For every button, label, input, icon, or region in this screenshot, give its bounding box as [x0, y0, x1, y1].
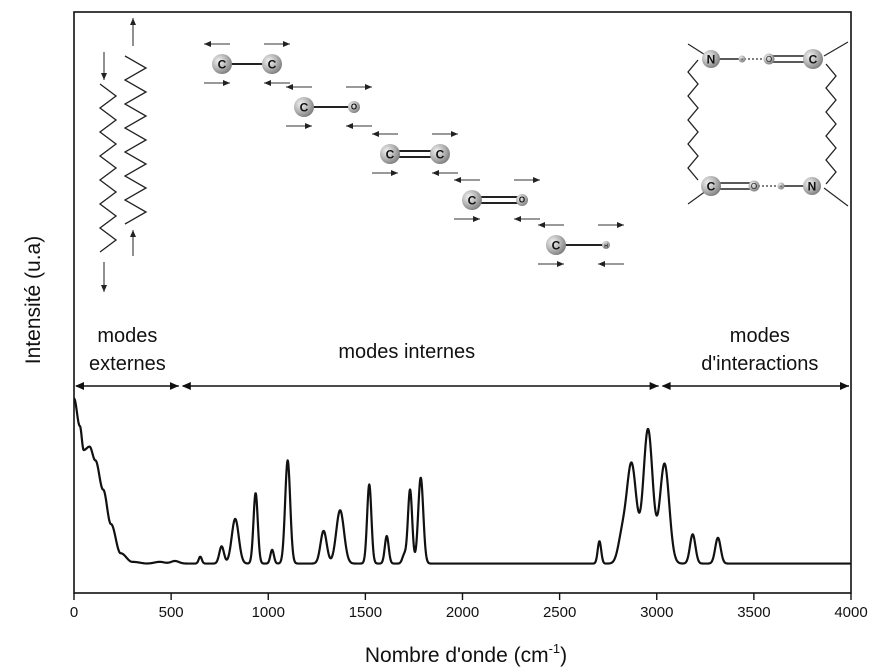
atom-c — [430, 144, 450, 164]
atom-label: C — [468, 194, 477, 208]
zigzag-chain-left — [98, 83, 118, 253]
region-label: modes — [730, 325, 790, 347]
atom-n — [702, 50, 720, 68]
interaction-modes-illustration: N H O C C O H N — [687, 41, 849, 207]
zigzag-chain-left — [687, 59, 699, 181]
atom-label: O — [519, 196, 525, 205]
y-axis-label: Intensité (u.a) — [22, 236, 45, 364]
spectrum-series-line — [73, 397, 852, 565]
atom-label: N — [808, 180, 817, 194]
atom-label: C — [809, 53, 818, 67]
x-tick-label: 1000 — [252, 604, 285, 621]
atom-c — [546, 235, 566, 255]
atom-h — [777, 182, 785, 190]
region-label: modes — [97, 325, 157, 347]
atom-label: O — [766, 55, 772, 64]
x-tick-label: 500 — [159, 604, 184, 621]
x-axis-label: Nombre d'onde (cm-1) — [365, 641, 567, 667]
atom-label: C — [386, 148, 395, 162]
x-tick-label: 1500 — [349, 604, 382, 621]
zigzag-chain-right — [123, 55, 148, 225]
internal-modes-molecules: C CC OC CC OC H — [204, 41, 624, 267]
x-tick-label: 0 — [70, 604, 78, 621]
region-label: externes — [89, 353, 166, 375]
region-label: modes internes — [338, 341, 475, 363]
x-tick-label: 2000 — [446, 604, 479, 621]
atom-label: C — [707, 180, 716, 194]
atom-label: H — [780, 184, 783, 189]
atom-c — [803, 49, 823, 69]
atom-label: H — [604, 244, 608, 250]
atom-h — [738, 55, 746, 63]
plot-frame — [73, 11, 852, 594]
x-tick-label: 3000 — [640, 604, 673, 621]
x-tick-label: 3500 — [737, 604, 770, 621]
atom-o — [348, 101, 360, 113]
branch-line — [823, 187, 849, 207]
atom-c — [294, 97, 314, 117]
x-tick-label: 2500 — [543, 604, 576, 621]
region-label: d'interactions — [701, 353, 818, 375]
atom-label: C — [218, 58, 227, 72]
atom-n — [803, 177, 821, 195]
atom-c — [262, 54, 282, 74]
x-tick-label: 4000 — [834, 604, 867, 621]
atom-c — [701, 176, 721, 196]
atom-c — [380, 144, 400, 164]
atom-o — [763, 53, 775, 65]
atom-h — [602, 241, 610, 249]
zigzag-chain-right — [825, 63, 837, 185]
external-modes-illustration — [98, 18, 148, 292]
region-annotations: modes externes modes internes modes d'intera… — [75, 325, 849, 390]
branch-line — [823, 41, 849, 57]
atom-o — [748, 180, 760, 192]
atom-label: C — [268, 58, 277, 72]
atom-label: C — [436, 148, 445, 162]
atom-c — [212, 54, 232, 74]
atom-label: O — [751, 182, 757, 191]
atom-label: C — [552, 239, 561, 253]
x-axis-ticks: 0 500 1000 1500 2000 2500 3000 3500 4000 — [70, 593, 868, 621]
atom-o — [516, 194, 528, 206]
atom-label: O — [351, 103, 357, 112]
atom-c — [462, 190, 482, 210]
atom-label: C — [300, 101, 309, 115]
atom-label: N — [707, 53, 716, 67]
atom-label: H — [741, 57, 744, 62]
